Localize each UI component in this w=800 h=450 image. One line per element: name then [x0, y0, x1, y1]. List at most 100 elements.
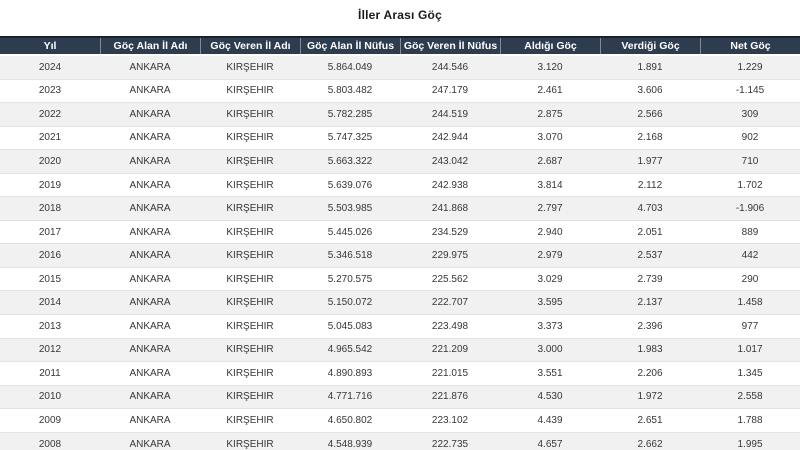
table-cell: KIRŞEHİR [226, 367, 274, 379]
table-cell: 5.864.049 [327, 61, 373, 73]
table-cell: KIRŞEHİR [226, 320, 274, 332]
table-cell: 4.548.939 [327, 438, 373, 450]
table-cell: 2024 [38, 61, 62, 73]
column-header-goc-alan-il-nufus: Göç Alan İl Nüfus [300, 38, 400, 54]
table-cell: 5.346.518 [327, 250, 373, 262]
table-cell: 2.739 [637, 273, 663, 285]
table-cell: 977 [741, 320, 759, 332]
column-header-goc-veren-il-adi: Göç Veren İl Adı [200, 38, 300, 54]
table-cell: -1.145 [735, 85, 765, 97]
table-cell: 2.875 [537, 108, 563, 120]
table-row: 2024 ANKARA KIRŞEHİR 5.864.049 244.546 3.120 1… [0, 56, 800, 80]
table-cell: KIRŞEHİR [226, 391, 274, 403]
table-cell: ANKARA [129, 85, 171, 97]
table-cell: ANKARA [129, 179, 171, 191]
table-cell: 5.270.575 [327, 273, 373, 285]
table-cell: 5.747.325 [327, 132, 373, 144]
table-cell: 3.606 [637, 85, 663, 97]
table-cell: 2020 [38, 155, 62, 167]
table-cell: 3.551 [537, 367, 563, 379]
table-cell: 2.979 [537, 250, 563, 262]
table-cell: 2.206 [637, 367, 663, 379]
table-cell: KIRŞEHİR [226, 132, 274, 144]
table-cell: 1.017 [737, 344, 763, 356]
table-cell: 241.868 [431, 203, 469, 215]
table-cell: ANKARA [129, 250, 171, 262]
table-cell: 4.530 [537, 391, 563, 403]
table-cell: 4.771.716 [327, 391, 373, 403]
table-cell: 5.503.985 [327, 203, 373, 215]
table-row: 2021 ANKARA KIRŞEHİR 5.747.325 242.944 3.070 2… [0, 126, 800, 151]
table-cell: 4.439 [537, 414, 563, 426]
table-row: 2010 ANKARA KIRŞEHİR 4.771.716 221.876 4.530 1… [0, 385, 800, 410]
table-cell: 221.876 [431, 391, 469, 403]
table-cell: 2023 [38, 85, 62, 97]
table-cell: 243.042 [431, 155, 469, 167]
column-header-goc-alan-il-adi: Göç Alan İl Adı [100, 38, 200, 54]
table-header-row: Yıl Göç Alan İl Adı Göç Veren İl Adı Göç… [0, 36, 800, 56]
table-cell: KIRŞEHİR [226, 226, 274, 238]
table-cell: KIRŞEHİR [226, 438, 274, 450]
table-cell: 4.657 [537, 438, 563, 450]
table-cell: 1.977 [637, 155, 663, 167]
table-cell: 244.546 [431, 61, 469, 73]
table-cell: 5.045.083 [327, 320, 373, 332]
table-cell: 2.461 [537, 85, 563, 97]
table-cell: 2012 [38, 344, 62, 356]
table-row: 2013 ANKARA KIRŞEHİR 5.045.083 223.498 3.373 2… [0, 315, 800, 339]
table-cell: 1.983 [637, 344, 663, 356]
table-cell: 2.651 [637, 414, 663, 426]
table-cell: 5.663.322 [327, 155, 373, 167]
column-header-yil: Yıl [43, 40, 57, 52]
table-cell: 2.566 [637, 108, 663, 120]
table-cell: KIRŞEHİR [226, 155, 274, 167]
table-row: 2016 ANKARA KIRŞEHİR 5.346.518 229.975 2.979 2… [0, 244, 800, 268]
table-cell: 2016 [38, 250, 62, 262]
table-cell: 242.944 [431, 132, 469, 144]
table-cell: 225.562 [431, 273, 469, 285]
table-row: 2020 ANKARA KIRŞEHİR 5.663.322 243.042 2.687 1… [0, 150, 800, 174]
table-row: 2011 ANKARA KIRŞEHİR 4.890.893 221.015 3.551 2… [0, 362, 800, 386]
table-cell: 2014 [38, 297, 62, 309]
table-cell: 5.150.072 [327, 297, 373, 309]
table-cell: 2.537 [637, 250, 663, 262]
table-cell: 3.120 [537, 61, 563, 73]
table-row: 2023 ANKARA KIRŞEHİR 5.803.482 247.179 2.461 3… [0, 79, 800, 104]
table-cell: ANKARA [129, 203, 171, 215]
table-cell: 1.345 [737, 367, 763, 379]
table-cell: 2.662 [637, 438, 663, 450]
table-cell: 3.814 [537, 179, 563, 191]
column-header-net-goc: Net Göç [700, 38, 800, 54]
table-cell: ANKARA [129, 273, 171, 285]
table-cell: 222.735 [431, 438, 469, 450]
table-cell: ANKARA [129, 61, 171, 73]
table-cell: KIRŞEHİR [226, 179, 274, 191]
table-row: 2008 ANKARA KIRŞEHİR 4.548.939 222.735 4.657 2… [0, 432, 800, 450]
table-cell: 2011 [39, 367, 61, 379]
table-cell: ANKARA [129, 414, 171, 426]
table-cell: 3.029 [537, 273, 563, 285]
table-row: 2019 ANKARA KIRŞEHİR 5.639.076 242.938 3.814 2… [0, 173, 800, 198]
table-cell: 2017 [38, 226, 62, 238]
table-cell: 442 [741, 250, 759, 262]
table-cell: 3.070 [537, 132, 563, 144]
table-cell: 247.179 [431, 85, 469, 97]
table-cell: 2019 [38, 179, 62, 191]
table-cell: ANKARA [129, 155, 171, 167]
table-cell: 5.445.026 [327, 226, 373, 238]
table-cell: 244.519 [431, 108, 469, 120]
table-cell: 2.558 [737, 391, 763, 403]
table-cell: 5.782.285 [327, 108, 373, 120]
table-row: 2017 ANKARA KIRŞEHİR 5.445.026 234.529 2.940 2… [0, 220, 800, 245]
table-cell: ANKARA [129, 108, 171, 120]
table-cell: 2.396 [637, 320, 663, 332]
table-cell: 3.000 [537, 344, 563, 356]
table-cell: 889 [741, 226, 759, 238]
table-cell: ANKARA [129, 320, 171, 332]
table-cell: 2021 [38, 132, 62, 144]
table-cell: 710 [741, 155, 759, 167]
table-cell: 2.168 [637, 132, 663, 144]
table-row: 2012 ANKARA KIRŞEHİR 4.965.542 221.209 3.000 1… [0, 338, 800, 363]
table-cell: 2008 [38, 438, 62, 450]
